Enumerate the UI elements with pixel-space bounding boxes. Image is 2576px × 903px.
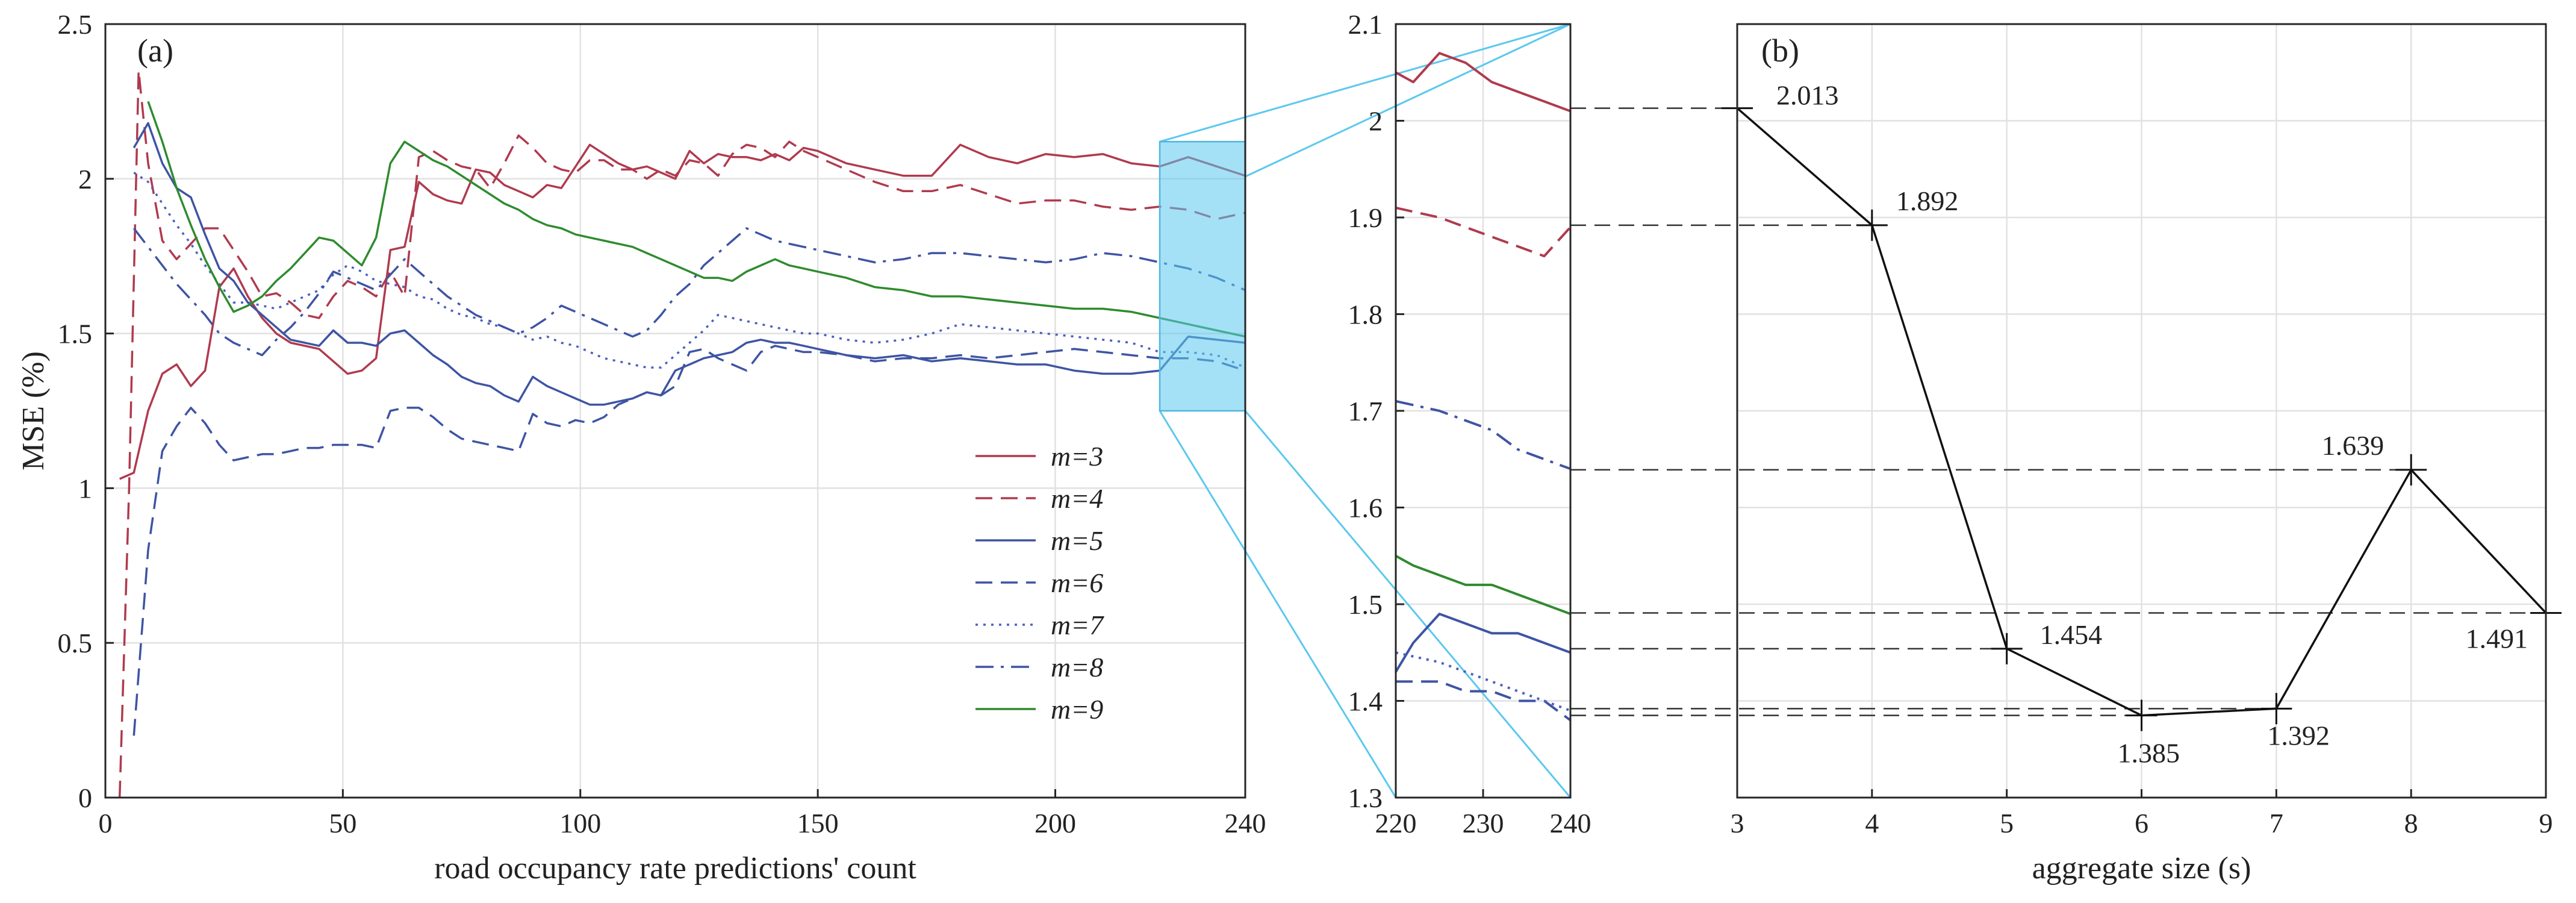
y-tick-label: 0: [78, 783, 92, 813]
x-tick-label: 3: [1731, 808, 1744, 839]
legend-label: m=5: [1051, 525, 1103, 556]
y-tick-label: 1.4: [1348, 686, 1383, 717]
series-line-m6: [132, 345, 1245, 736]
x-tick-label: 4: [1865, 808, 1879, 839]
data-label: 1.892: [1896, 186, 1959, 216]
x-axis-title: road occupancy rate predictions' count: [434, 851, 916, 886]
x-tick-label: 230: [1463, 808, 1504, 839]
x-tick-label: 240: [1550, 808, 1591, 839]
y-tick-label: 2.5: [58, 9, 93, 40]
legend-label: m=6: [1051, 567, 1103, 598]
zoom-connector-line: [1159, 23, 1571, 143]
x-tick-label: 5: [2000, 808, 2014, 839]
zoom-highlight-region: [1159, 140, 1246, 412]
x-tick-label: 6: [2135, 808, 2148, 839]
y-tick-label: 1.9: [1348, 202, 1383, 233]
data-label: 2.013: [1776, 80, 1839, 111]
data-label: 1.491: [2466, 623, 2528, 654]
x-tick-label: 240: [1225, 808, 1266, 839]
y-tick-label: 1.5: [58, 319, 93, 349]
y-tick-label: 1.8: [1348, 299, 1383, 330]
zoom-series-line-m8: [1396, 400, 1570, 470]
y-tick-label: 2: [78, 164, 92, 195]
x-tick-label: 150: [797, 808, 839, 839]
data-label: 1.385: [2118, 738, 2180, 769]
legend-label: m=9: [1051, 694, 1103, 725]
legend-label: m=4: [1051, 483, 1103, 514]
series-line-m3: [119, 143, 1245, 480]
series-line-m8: [132, 227, 1245, 357]
series-line-m5: [132, 122, 1245, 406]
data-label: 1.454: [2040, 619, 2103, 650]
legend-label: m=7: [1051, 610, 1104, 640]
x-tick-label: 200: [1034, 808, 1076, 839]
data-label: 1.392: [2267, 720, 2330, 751]
legend-label: m=3: [1051, 441, 1103, 472]
x-tick-label: 220: [1375, 808, 1417, 839]
panel-label: (a): [137, 33, 173, 69]
series-line-m9: [147, 101, 1245, 338]
x-tick-label: 0: [99, 808, 113, 839]
y-tick-label: 1.5: [1348, 589, 1383, 620]
zoom-connector-line: [1244, 410, 1572, 798]
panel-label: (b): [1761, 33, 1799, 69]
zoom-series-line-m5: [1396, 613, 1570, 673]
y-tick-label: 1.3: [1348, 783, 1383, 813]
zoom-connector-line: [1159, 410, 1397, 798]
panel-a-frame: [104, 23, 1246, 799]
y-tick-label: 2: [1369, 106, 1383, 137]
legend-label: m=8: [1051, 652, 1103, 683]
y-tick-label: 2.1: [1348, 9, 1383, 40]
y-axis-title: MSE (%): [16, 351, 51, 470]
x-tick-label: 9: [2539, 808, 2553, 839]
zoom-series-line-m6: [1396, 680, 1570, 722]
x-tick-label: 7: [2270, 808, 2283, 839]
x-tick-label: 50: [329, 808, 356, 839]
zoom-connector-line: [1245, 23, 1571, 178]
y-tick-label: 1.7: [1348, 396, 1383, 427]
x-tick-label: 100: [559, 808, 601, 839]
zoom-series-line-m4: [1396, 207, 1570, 258]
y-tick-label: 0.5: [58, 628, 93, 658]
y-tick-label: 1: [78, 473, 92, 504]
x-axis-title: aggregate size (s): [2032, 851, 2251, 886]
y-tick-label: 1.6: [1348, 493, 1383, 523]
x-tick-label: 8: [2404, 808, 2418, 839]
zoom-series-line-m9: [1396, 555, 1570, 615]
zoom-series-line-m3: [1396, 52, 1570, 113]
series-line-m4: [118, 69, 1245, 798]
data-label: 1.639: [2322, 430, 2385, 461]
